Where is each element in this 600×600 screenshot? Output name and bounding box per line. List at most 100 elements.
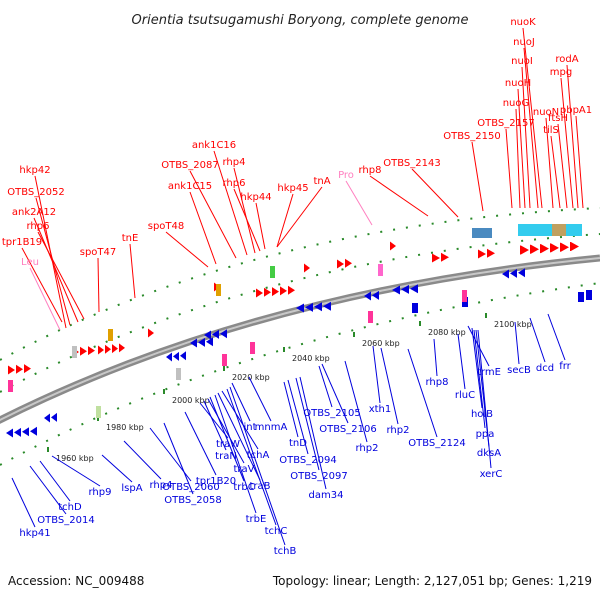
gene-label[interactable]: OTBS_2143 xyxy=(383,158,440,169)
gene-label[interactable]: rhp8 xyxy=(426,377,449,388)
gene-label[interactable]: tpr1B19 xyxy=(2,237,42,248)
gene-rhp9[interactable]: rhp9 xyxy=(51,455,111,498)
gene-tpr1b20[interactable]: tpr1B20 xyxy=(184,411,236,487)
gene-tran[interactable]: traN xyxy=(203,400,237,462)
reverse-gene-arrow[interactable] xyxy=(180,351,186,361)
gene-label[interactable]: OTBS_2097 xyxy=(290,471,347,482)
gene-nuon[interactable]: nuoN xyxy=(533,107,559,209)
gene-dam34[interactable]: dam34 xyxy=(299,376,343,501)
forward-gene-arrow[interactable] xyxy=(304,263,310,273)
gene-label[interactable]: rhp4 xyxy=(223,157,246,168)
gene-label[interactable]: secB xyxy=(507,365,531,376)
gene-spot48[interactable]: spoT48 xyxy=(148,221,209,268)
forward-gene-arrow[interactable] xyxy=(441,252,449,262)
reverse-gene-arrow[interactable] xyxy=(212,329,219,339)
gene-otbs-2097[interactable]: OTBS_2097 xyxy=(290,377,348,482)
gene-otbs-2157[interactable]: OTBS_2157 xyxy=(477,118,535,209)
gene-label[interactable]: ftsH xyxy=(548,113,568,124)
feature-block[interactable] xyxy=(472,228,492,238)
rna-marker[interactable] xyxy=(216,284,221,296)
gene-label[interactable]: Pro xyxy=(338,170,354,181)
reverse-gene-block[interactable] xyxy=(578,292,584,302)
gene-label[interactable]: tchD xyxy=(58,502,82,513)
gene-nuoi[interactable]: nuoI xyxy=(511,56,533,209)
gene-nuoj[interactable]: nuoJ xyxy=(513,37,539,209)
gene-label[interactable]: OTBS_2060 xyxy=(162,482,219,493)
gene-ank1c15[interactable]: ank1C15 xyxy=(168,181,217,265)
gene-trav[interactable]: traV xyxy=(207,398,255,475)
gene-holb[interactable]: holB xyxy=(471,327,493,420)
gene-otbs-2143[interactable]: OTBS_2143 xyxy=(383,158,459,218)
reverse-gene-arrow[interactable] xyxy=(173,351,179,361)
gene-spot47[interactable]: spoT47 xyxy=(80,247,117,313)
gene-label[interactable]: trbC xyxy=(233,482,254,493)
gene-label[interactable]: ppa xyxy=(476,429,495,440)
gene-nuog[interactable]: nuoG xyxy=(503,98,530,209)
rna-marker[interactable] xyxy=(8,380,13,392)
gene-label[interactable]: tnD xyxy=(289,438,307,449)
gene-trab[interactable]: traB xyxy=(217,392,271,492)
gene-otbs-2058[interactable]: OTBS_2058 xyxy=(163,422,222,506)
gene-label[interactable]: holB xyxy=(471,409,493,420)
gene-label[interactable]: spoT47 xyxy=(80,247,117,258)
rna-marker[interactable] xyxy=(176,368,181,380)
gene-label[interactable]: OTBS_2058 xyxy=(164,495,221,506)
gene-label[interactable]: OTBS_2105 xyxy=(303,408,360,419)
reverse-gene-arrow[interactable] xyxy=(204,330,211,340)
gene-xth1[interactable]: xth1 xyxy=(369,345,392,415)
reverse-gene-arrow[interactable] xyxy=(510,268,517,278)
forward-gene-arrow[interactable] xyxy=(148,328,154,338)
gene-nuoh[interactable]: nuoH xyxy=(505,78,531,209)
gene-otbs-2150[interactable]: OTBS_2150 xyxy=(443,131,501,212)
rna-marker[interactable] xyxy=(462,290,467,302)
gene-label[interactable]: rhp8 xyxy=(359,165,382,176)
reverse-gene-arrow[interactable] xyxy=(502,269,509,279)
forward-gene-arrow[interactable] xyxy=(530,244,539,254)
gene-frr[interactable]: frr xyxy=(547,313,572,372)
reverse-gene-arrow[interactable] xyxy=(296,303,304,313)
forward-gene-arrow[interactable] xyxy=(540,244,549,254)
gene-tnd[interactable]: tnD xyxy=(283,381,307,449)
reverse-gene-block[interactable] xyxy=(586,290,592,300)
reverse-gene-arrow[interactable] xyxy=(14,427,21,437)
gene-ank1c16[interactable]: ank1C16 xyxy=(192,140,248,256)
gene-label[interactable]: xth1 xyxy=(369,404,392,415)
gene-label[interactable]: tchB xyxy=(274,546,297,557)
gene-label[interactable]: OTBS_2124 xyxy=(408,438,465,449)
gene-label[interactable]: nuoJ xyxy=(513,37,535,48)
gene-rhp8[interactable]: rhp8 xyxy=(426,338,449,388)
gene-otbs-2105[interactable]: OTBS_2105 xyxy=(303,365,361,419)
reverse-gene-arrow[interactable] xyxy=(22,427,29,437)
rna-marker[interactable] xyxy=(250,342,255,354)
gene-label[interactable]: rhp6 xyxy=(223,178,246,189)
gene-label[interactable]: OTBS_2094 xyxy=(279,455,336,466)
gene-tils[interactable]: tilS xyxy=(543,125,561,209)
gene-tna[interactable]: tnA xyxy=(276,176,331,248)
gene-tne[interactable]: tnE xyxy=(122,233,139,299)
rna-marker[interactable] xyxy=(96,406,101,418)
gene-ftsh[interactable]: ftsH xyxy=(548,113,568,209)
gene-label[interactable]: frr xyxy=(559,361,571,372)
reverse-gene-block[interactable] xyxy=(412,303,418,313)
gene-hkp45[interactable]: hkp45 xyxy=(276,183,309,248)
gene-rhp2[interactable]: rhp2 xyxy=(344,360,378,454)
gene-label[interactable]: traB xyxy=(249,481,270,492)
gene-nuok[interactable]: nuoK xyxy=(510,17,543,209)
reverse-gene-arrow[interactable] xyxy=(6,428,13,438)
reverse-gene-arrow[interactable] xyxy=(392,285,400,295)
rna-marker[interactable] xyxy=(72,346,77,358)
gene-label[interactable]: OTBS_2106 xyxy=(319,424,376,435)
forward-gene-arrow[interactable] xyxy=(570,242,579,251)
gene-label[interactable]: hkp44 xyxy=(240,192,271,203)
gene-label[interactable]: tilS xyxy=(543,125,559,136)
gene-label[interactable]: dcd xyxy=(536,363,554,374)
gene-label[interactable]: tchA xyxy=(247,450,270,461)
feature-block[interactable] xyxy=(518,224,582,236)
feature-block[interactable] xyxy=(552,224,566,236)
gene-mnma[interactable]: mnmA xyxy=(248,376,287,433)
gene-traw[interactable]: traW xyxy=(199,402,240,450)
gene-label[interactable]: nuoN xyxy=(533,107,559,118)
reverse-gene-arrow[interactable] xyxy=(314,302,322,312)
gene-label[interactable]: nuoG xyxy=(503,98,530,109)
forward-gene-arrow[interactable] xyxy=(390,241,396,251)
